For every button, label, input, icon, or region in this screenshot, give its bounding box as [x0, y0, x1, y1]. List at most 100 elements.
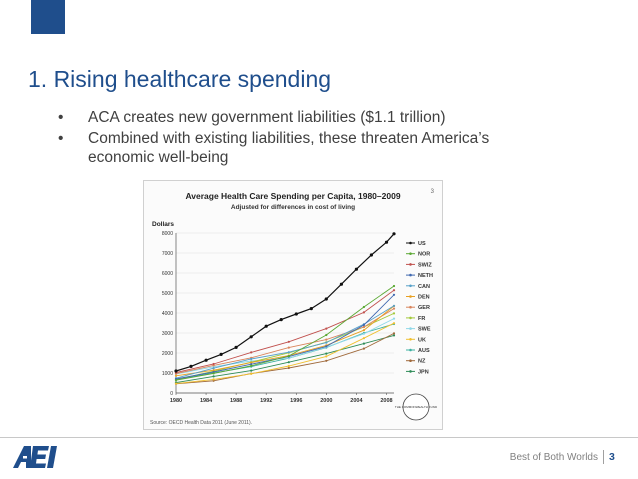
- chart-title: Average Health Care Spending per Capita,…: [185, 191, 400, 201]
- data-point-nor: [287, 354, 290, 358]
- data-point-jpn: [392, 334, 396, 337]
- data-point-us: [204, 358, 208, 362]
- chart-subtitle: Adjusted for differences in cost of livi…: [231, 204, 355, 211]
- data-point-can: [325, 341, 328, 344]
- data-point-swiz: [212, 362, 215, 366]
- data-point-uk: [362, 337, 365, 340]
- legend-label-us: US: [418, 241, 426, 247]
- data-point-uk: [392, 322, 396, 325]
- data-point-fr: [392, 312, 396, 315]
- data-point-us: [279, 318, 283, 322]
- legend-label-swe: SWE: [418, 327, 431, 333]
- bullet-text: Combined with existing liabilities, thes…: [88, 130, 490, 166]
- x-tick-label: 1996: [290, 398, 302, 404]
- spending-line-chart: Average Health Care Spending per Capita,…: [150, 189, 438, 426]
- data-point-den: [250, 361, 253, 364]
- data-point-can: [250, 357, 253, 361]
- data-point-us: [174, 369, 178, 373]
- series-line-aus: [175, 323, 395, 381]
- aei-logo-a: [13, 446, 31, 468]
- y-tick-label: 6000: [162, 271, 173, 277]
- data-point-nor: [362, 305, 365, 309]
- data-point-can: [392, 304, 396, 307]
- data-point-nor: [392, 284, 396, 288]
- legend-label-can: CAN: [418, 284, 430, 290]
- y-tick-label: 8000: [162, 231, 173, 237]
- data-point-nor: [174, 379, 178, 382]
- data-point-nz: [287, 366, 290, 370]
- data-point-neth: [325, 345, 328, 348]
- x-tick-label: 2000: [320, 398, 332, 404]
- page-number: 3: [609, 451, 615, 463]
- corner-accent-square: [31, 0, 65, 34]
- data-point-uk: [325, 355, 328, 358]
- series-line-us: [175, 233, 395, 372]
- data-point-den: [174, 374, 178, 377]
- data-point-nor: [250, 364, 253, 367]
- y-tick-label: 7000: [162, 251, 173, 257]
- data-point-jpn: [287, 361, 290, 364]
- data-point-jpn: [212, 375, 215, 378]
- data-point-nz: [325, 359, 328, 362]
- data-point-swe: [392, 317, 396, 320]
- x-tick-label: 1992: [260, 398, 272, 404]
- data-point-us: [219, 352, 223, 356]
- legend-marker-nor: [409, 252, 412, 255]
- aei-logo: [13, 446, 57, 468]
- legend-label-jpn: JPN: [418, 369, 429, 375]
- legend-label-uk: UK: [418, 337, 426, 343]
- y-axis-label: Dollars: [152, 221, 174, 228]
- data-point-neth: [362, 323, 365, 327]
- data-point-swe: [287, 357, 290, 360]
- bullet-marker: •: [58, 109, 64, 126]
- data-point-swiz: [362, 311, 365, 314]
- data-point-us: [234, 345, 238, 349]
- y-tick-label: 1000: [162, 371, 173, 377]
- aei-logo-i: [47, 446, 57, 468]
- data-point-nz: [392, 332, 396, 335]
- data-point-can: [212, 367, 215, 370]
- aei-logo-bar: [23, 456, 27, 459]
- legend-label-aus: AUS: [418, 348, 430, 354]
- legend-marker-ger: [409, 305, 412, 309]
- data-point-uk: [212, 378, 215, 381]
- y-tick-label: 2000: [162, 351, 173, 357]
- bullet-text: ACA creates new government liabilities (…: [88, 109, 446, 126]
- y-tick-label: 3000: [162, 331, 173, 337]
- legend-marker-can: [409, 284, 412, 288]
- data-point-nz: [362, 347, 365, 350]
- data-point-us: [309, 307, 313, 311]
- y-tick-label: 4000: [162, 311, 173, 317]
- slide-title: 1. Rising healthcare spending: [28, 66, 332, 92]
- data-point-uk: [287, 364, 290, 368]
- data-point-swiz: [287, 340, 290, 343]
- data-point-can: [287, 351, 290, 354]
- data-point-swe: [362, 332, 365, 335]
- legend-marker-swiz: [409, 263, 412, 266]
- data-point-us: [339, 282, 343, 286]
- legend-label-ger: GER: [418, 305, 430, 311]
- data-point-nor: [212, 372, 215, 375]
- legend-label-nor: NOR: [418, 252, 430, 258]
- footer-divider: [0, 437, 638, 438]
- x-tick-label: 1980: [170, 398, 182, 404]
- data-point-us: [189, 364, 193, 368]
- data-point-den: [362, 329, 365, 332]
- bullet-list: • ACA creates new government liabilities…: [58, 108, 528, 169]
- data-point-swiz: [392, 289, 396, 292]
- x-tick-label: 2008: [380, 398, 392, 404]
- x-tick-label: 1984: [200, 398, 213, 404]
- data-point-us: [354, 267, 358, 271]
- data-point-ger: [287, 346, 290, 349]
- bullet-marker: •: [58, 130, 64, 147]
- badge-circle: [402, 393, 430, 421]
- data-point-swiz: [250, 351, 253, 354]
- legend-label-den: DEN: [418, 295, 430, 301]
- chart-source: Source: OECD Health Data 2011 (June 2011…: [150, 420, 252, 426]
- legend-marker-us: [409, 241, 412, 245]
- data-point-us: [264, 324, 268, 328]
- legend-label-swiz: SWIZ: [418, 262, 432, 268]
- data-point-ger: [325, 338, 328, 341]
- data-point-us: [384, 240, 389, 244]
- data-point-us: [324, 297, 328, 301]
